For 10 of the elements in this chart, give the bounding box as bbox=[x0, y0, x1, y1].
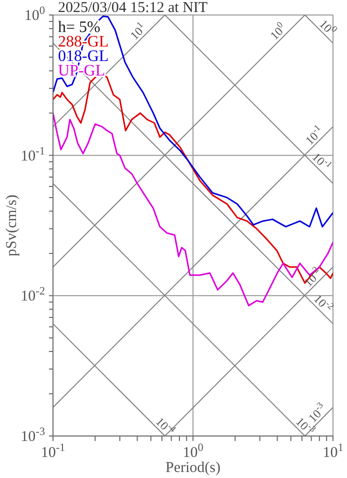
x-axis-title: Period(s) bbox=[166, 460, 220, 476]
x-tick-label: 10$^{0}$ bbox=[182, 442, 204, 461]
x-tick-label: 10$^{1}$ bbox=[322, 442, 344, 461]
y-axis-title: pSv(cm/s) bbox=[4, 194, 20, 256]
y-tick-label: 10$^{0}$ bbox=[24, 5, 46, 24]
y-tick-label: 10$^{-3}$ bbox=[20, 426, 46, 445]
chart-title: 2025/03/04 15:12 at NIT bbox=[58, 0, 208, 16]
x-tick-label: 10$^{-1}$ bbox=[40, 442, 66, 461]
y-tick-label: 10$^{-1}$ bbox=[20, 145, 45, 164]
y-tick-label: 10$^{-2}$ bbox=[20, 286, 45, 305]
